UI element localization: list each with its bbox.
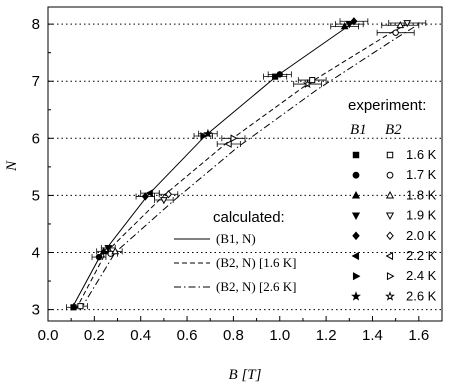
legend-temperature: 2.4 K — [406, 268, 437, 283]
marker-triangle-down — [403, 20, 412, 28]
legend-temperature: 2.2 K — [406, 248, 437, 263]
marker-diamond — [352, 231, 360, 241]
marker-triangle-up — [385, 190, 395, 199]
marker-circle — [392, 29, 399, 36]
marker-circle — [352, 171, 360, 179]
x-tick-label: 0.6 — [177, 327, 198, 344]
legend-temperature: 1.8 K — [406, 187, 437, 202]
marker-triangle-down — [160, 197, 168, 205]
marker-triangle-down — [345, 21, 354, 29]
legend-temperature: 2.6 K — [406, 288, 437, 303]
marker-triangle-up — [111, 247, 120, 255]
marker-star — [385, 291, 395, 301]
y-tick-label: 6 — [32, 130, 40, 147]
x-tick-label: 1.4 — [362, 327, 383, 344]
legend-temperature: 2.0 K — [406, 228, 437, 243]
experiment-legend: experiment: B1 B2 1.6 K 1.7 K 1.8 K 1.9 K 2.… — [348, 97, 437, 303]
curve-dashdot — [80, 26, 415, 310]
experiment-legend-col1: B1 — [350, 122, 367, 138]
marker-diamond — [164, 190, 173, 199]
marker-triangle-down — [385, 212, 395, 221]
data-points — [66, 17, 427, 311]
x-tick-label: 1.2 — [316, 327, 337, 344]
marker-diamond — [350, 17, 358, 26]
marker-diamond — [141, 192, 149, 201]
calculated-legend: calculated: (B1, N) (B2, N) [1.6 K] (B2, N… — [174, 209, 297, 294]
calculated-legend-title: calculated: — [213, 209, 285, 226]
marker-circle — [386, 171, 394, 179]
marker-triangle-right — [200, 132, 208, 140]
marker-triangle-up — [351, 190, 361, 199]
marker-triangle-down — [104, 245, 113, 253]
x-tick-label: 0.2 — [84, 327, 105, 344]
marker-circle — [95, 253, 103, 261]
plot-frame — [47, 6, 443, 322]
marker-circle — [276, 71, 283, 78]
marker-triangle-left — [145, 189, 153, 197]
marker-triangle-left — [224, 140, 232, 148]
x-axis-ticks: 0.0 0.2 0.4 0.6 0.8 1.0 1.2 1.4 1.6 — [38, 316, 443, 344]
experiment-legend-title: experiment: — [348, 97, 426, 114]
marker-triangle-down — [351, 212, 361, 221]
legend-temperature: 1.7 K — [406, 167, 437, 182]
y-tick-label: 5 — [32, 187, 40, 204]
x-tick-label: 0.8 — [223, 327, 244, 344]
marker-triangle-up — [340, 22, 349, 30]
x-tick-label: 0.4 — [130, 327, 151, 344]
marker-triangle-up — [396, 21, 405, 29]
y-tick-label: 3 — [32, 302, 40, 319]
legend-temperature: 1.6 K — [406, 147, 437, 162]
marker-triangle-right — [386, 272, 395, 281]
x-tick-label: 1.0 — [269, 327, 290, 344]
y-axis-label: N — [4, 160, 20, 172]
x-tick-label: 1.6 — [408, 327, 429, 344]
y-axis-ticks: 3 4 5 6 7 8 — [32, 16, 53, 319]
marker-triangle-right — [230, 134, 238, 143]
marker-triangle-left — [385, 251, 394, 261]
legend-temperature: 1.9 K — [406, 208, 437, 223]
marker-triangle-left — [351, 251, 360, 261]
x-axis-label: B [T] — [229, 367, 262, 383]
legend-label-dashdot: (B2, N) [2.6 K] — [216, 279, 297, 294]
marker-diamond — [386, 231, 394, 241]
marker-square — [352, 151, 360, 159]
legend-label-solid: (B1, N) — [216, 231, 256, 246]
y-tick-label: 8 — [32, 16, 40, 33]
legend-label-dashed: (B2, N) [1.6 K] — [216, 255, 297, 270]
marker-square — [77, 303, 84, 310]
curve-solid — [70, 20, 357, 310]
marker-star — [351, 291, 361, 301]
y-tick-label: 4 — [32, 244, 40, 261]
marker-square — [386, 151, 394, 159]
experiment-legend-col2: B2 — [385, 122, 402, 138]
x-tick-label: 0.0 — [38, 327, 59, 344]
y-tick-label: 7 — [32, 73, 40, 90]
marker-square — [309, 77, 316, 84]
marker-star — [203, 128, 213, 138]
marker-triangle-right — [352, 272, 361, 281]
